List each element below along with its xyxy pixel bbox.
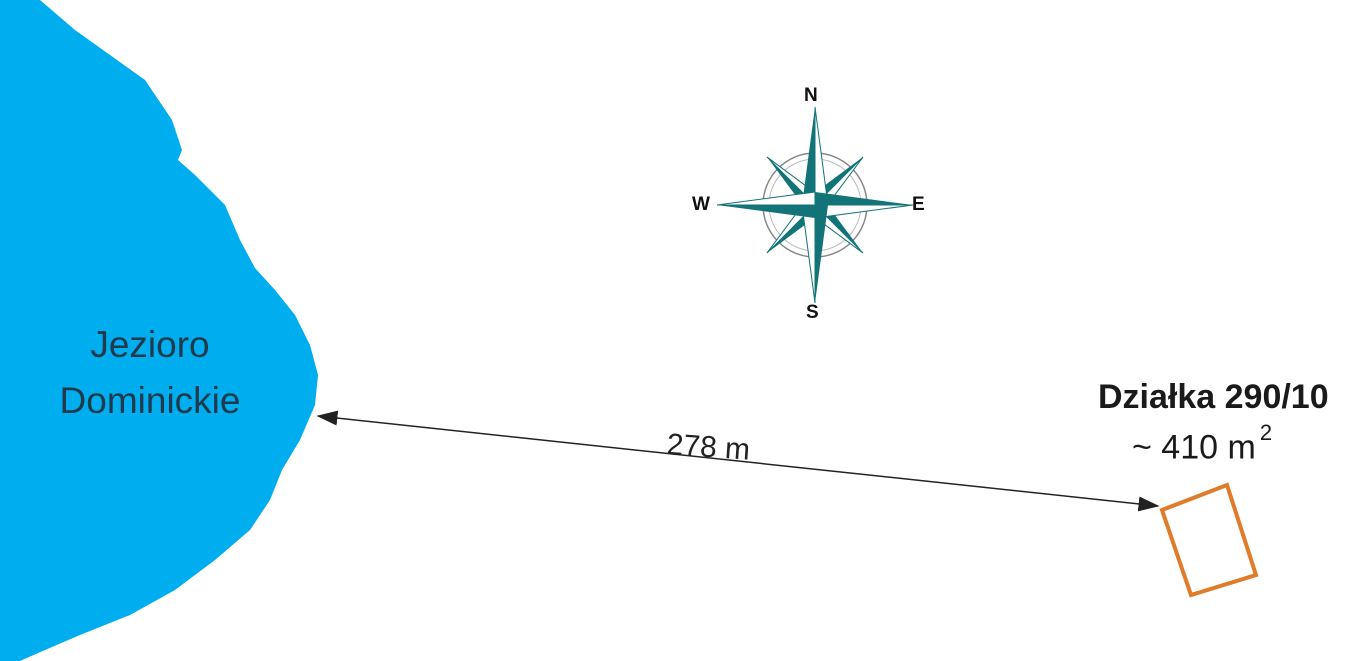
lake-name-line1: Jezioro [90,324,210,365]
compass-east-label: E [912,194,925,215]
plot-area-superscript: 2 [1259,420,1273,445]
plot-title: Działka 290/10 [1098,378,1329,416]
compass-rose [716,106,914,304]
distance-label: 278 m [665,428,752,467]
lake-name-line2: Dominickie [59,380,241,421]
compass-south-label: S [806,302,819,323]
compass-north-label: N [804,85,818,106]
compass-west-label: W [692,194,710,215]
plot-outline [1159,482,1259,598]
plot-area-value: ~ 410 m [1132,428,1256,467]
lake-shape [0,0,318,661]
distance-arrow [316,410,1160,512]
